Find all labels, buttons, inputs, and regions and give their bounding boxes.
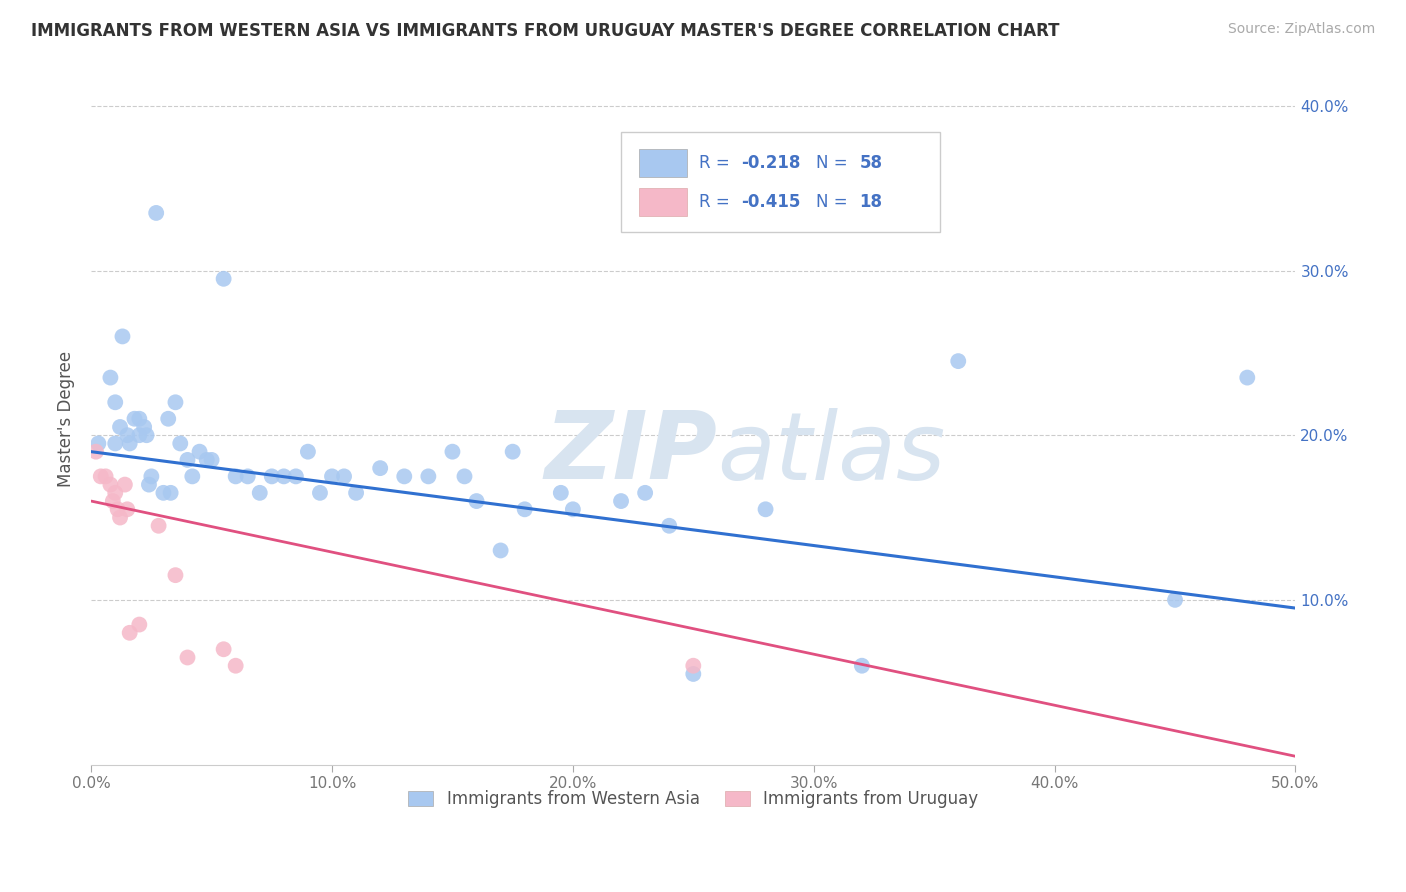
Point [117, 428, 139, 442]
Point [682, 667, 704, 681]
Point [561, 502, 583, 516]
Point [333, 469, 356, 483]
Point [118, 436, 141, 450]
Point [128, 428, 150, 442]
Point [169, 436, 191, 450]
Point [176, 650, 198, 665]
Point [1164, 592, 1187, 607]
Point [176, 453, 198, 467]
Point [550, 486, 572, 500]
Point [489, 543, 512, 558]
Point [104, 486, 127, 500]
Point [134, 420, 156, 434]
Text: R =: R = [699, 194, 735, 211]
Point [634, 486, 657, 500]
Point [394, 469, 416, 483]
Point [159, 486, 181, 500]
Point [225, 469, 247, 483]
Point [107, 502, 129, 516]
Point [128, 411, 150, 425]
Text: ZIP: ZIP [544, 408, 717, 500]
Point [104, 395, 127, 409]
Point [658, 518, 681, 533]
Point [128, 617, 150, 632]
Point [441, 444, 464, 458]
Text: 58: 58 [859, 154, 883, 172]
Point [200, 453, 222, 467]
Point [502, 444, 524, 458]
Point [111, 329, 134, 343]
Point [368, 461, 391, 475]
Point [87, 436, 110, 450]
Point [195, 453, 218, 467]
Point [851, 658, 873, 673]
Point [108, 420, 131, 434]
Point [165, 395, 187, 409]
Point [181, 469, 204, 483]
Point [948, 354, 970, 368]
Point [165, 568, 187, 582]
Point [94, 469, 117, 483]
Point [101, 494, 124, 508]
Point [1236, 370, 1258, 384]
Text: R =: R = [699, 154, 735, 172]
Point [284, 469, 307, 483]
Point [273, 469, 295, 483]
Point [100, 370, 122, 384]
Point [117, 502, 139, 516]
Text: atlas: atlas [717, 408, 946, 499]
Point [114, 477, 136, 491]
Point [148, 518, 170, 533]
Point [236, 469, 259, 483]
Point [152, 486, 174, 500]
Point [90, 469, 112, 483]
Point [212, 272, 235, 286]
FancyBboxPatch shape [640, 149, 688, 177]
Text: -0.415: -0.415 [741, 194, 801, 211]
Point [135, 428, 157, 442]
Point [344, 486, 367, 500]
Point [309, 486, 332, 500]
Text: N =: N = [815, 194, 853, 211]
Point [513, 502, 536, 516]
Point [100, 477, 122, 491]
Point [84, 444, 107, 458]
Point [249, 486, 271, 500]
Point [225, 658, 247, 673]
Point [188, 444, 211, 458]
Text: IMMIGRANTS FROM WESTERN ASIA VS IMMIGRANTS FROM URUGUAY MASTER'S DEGREE CORRELAT: IMMIGRANTS FROM WESTERN ASIA VS IMMIGRAN… [31, 22, 1060, 40]
Point [321, 469, 343, 483]
Text: N =: N = [815, 154, 853, 172]
Text: -0.218: -0.218 [741, 154, 801, 172]
Y-axis label: Master's Degree: Master's Degree [58, 351, 75, 487]
Point [157, 411, 180, 425]
Point [145, 206, 167, 220]
Point [682, 658, 704, 673]
Point [124, 411, 146, 425]
Point [418, 469, 440, 483]
Point [260, 469, 283, 483]
Point [297, 444, 319, 458]
Legend: Immigrants from Western Asia, Immigrants from Uruguay: Immigrants from Western Asia, Immigrants… [402, 784, 984, 815]
Text: Source: ZipAtlas.com: Source: ZipAtlas.com [1227, 22, 1375, 37]
Point [610, 494, 633, 508]
Point [104, 436, 127, 450]
Point [465, 494, 488, 508]
Point [118, 625, 141, 640]
Point [212, 642, 235, 657]
Point [108, 510, 131, 524]
Point [141, 469, 163, 483]
Point [453, 469, 475, 483]
FancyBboxPatch shape [640, 188, 688, 216]
Point [754, 502, 776, 516]
Point [138, 477, 160, 491]
FancyBboxPatch shape [621, 132, 941, 232]
Text: 18: 18 [859, 194, 883, 211]
